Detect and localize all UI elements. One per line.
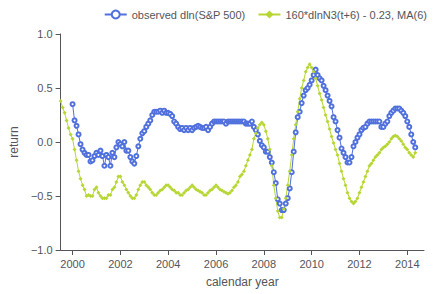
svg-text:2008: 2008 [252,258,276,270]
svg-text:−0.5: −0.5 [31,190,53,202]
svg-text:2012: 2012 [347,258,371,270]
svg-text:2006: 2006 [204,258,228,270]
svg-text:2002: 2002 [108,258,132,270]
svg-text:0.5: 0.5 [37,82,52,94]
svg-text:calendar year: calendar year [206,275,279,289]
svg-text:−1.0: −1.0 [31,244,53,256]
svg-text:2010: 2010 [299,258,323,270]
svg-text:0.0: 0.0 [37,136,52,148]
svg-text:2004: 2004 [156,258,180,270]
svg-text:160*dlnN3(t+6) - 0.23, MA(6): 160*dlnN3(t+6) - 0.23, MA(6) [285,9,427,21]
svg-text:return: return [7,126,21,157]
svg-text:2014: 2014 [395,258,419,270]
svg-text:1.0: 1.0 [37,28,52,40]
svg-text:observed dln(S&P 500): observed dln(S&P 500) [132,9,246,21]
svg-text:2000: 2000 [60,258,84,270]
